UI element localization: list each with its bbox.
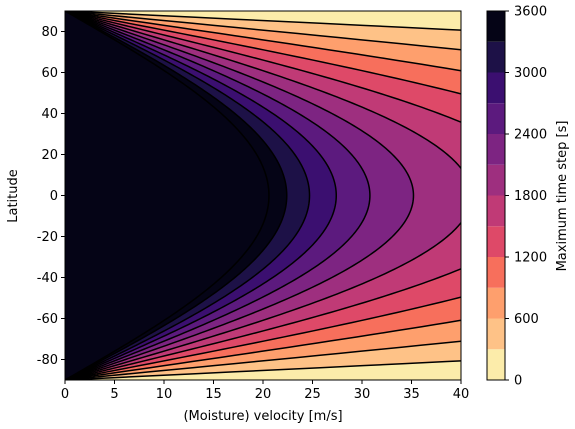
contour-line <box>65 11 371 380</box>
x-tick-label: 40 <box>453 387 470 402</box>
colorbar-band <box>487 134 505 165</box>
x-tick-label: 10 <box>156 387 173 402</box>
colorbar-band <box>487 72 505 104</box>
x-tick-label: 30 <box>354 387 371 402</box>
colorbar-tick-label: 1800 <box>514 189 547 204</box>
colorbar-band <box>487 195 505 227</box>
y-tick-label: 40 <box>41 107 58 122</box>
colorbar-tick-label: 600 <box>514 312 539 327</box>
x-tick-label: 5 <box>110 387 118 402</box>
contour-line <box>65 11 461 380</box>
colorbar-band <box>487 318 505 350</box>
y-axis: -80 -60 -40 -20 0 20 40 60 80 <box>37 25 65 368</box>
colorbar-tick-label: 2400 <box>514 128 547 143</box>
colorbar-tick-label: 0 <box>514 374 522 389</box>
colorbar-bands <box>487 11 505 380</box>
x-tick-label: 15 <box>205 387 222 402</box>
contour-line <box>65 11 415 380</box>
colorbar-label: Maximum time step [s] <box>555 121 570 272</box>
contour-line <box>65 11 461 380</box>
contour-line <box>65 11 311 380</box>
colorbar-tick-label: 1200 <box>514 251 547 266</box>
y-tick-label: 0 <box>50 189 58 204</box>
y-tick-label: 60 <box>41 66 58 81</box>
y-tick-label: -80 <box>37 353 58 368</box>
colorbar-ticks: 0 600 1200 1800 2400 3000 3600 <box>505 5 547 389</box>
y-axis-label: Latitude <box>6 169 21 223</box>
x-axis: 0 5 10 15 20 25 30 35 40 <box>61 380 469 402</box>
plot-area <box>64 10 462 381</box>
contour-line <box>65 11 288 380</box>
y-tick-label: 80 <box>41 25 58 40</box>
y-tick-label: 20 <box>41 148 58 163</box>
x-tick-label: 20 <box>255 387 272 402</box>
colorbar-band <box>487 41 505 73</box>
colorbar-band <box>487 349 505 380</box>
colorbar-band <box>487 164 505 196</box>
colorbar-band <box>487 287 505 319</box>
colorbar-tick-label: 3600 <box>514 5 547 20</box>
y-tick-label: -60 <box>37 312 58 327</box>
contour-line <box>65 11 270 380</box>
contour-band <box>65 11 269 380</box>
contour-lines <box>65 11 461 380</box>
x-axis-label: (Moisture) velocity [m/s] <box>183 409 342 424</box>
y-tick-label: -20 <box>37 230 58 245</box>
colorbar-band <box>487 257 505 288</box>
colorbar: 0 600 1200 1800 2400 3000 3600 Maximum time st… <box>486 5 570 389</box>
y-tick-label: -40 <box>37 271 58 286</box>
x-tick-label: 0 <box>61 387 69 402</box>
colorbar-band <box>487 11 505 42</box>
x-tick-label: 35 <box>403 387 420 402</box>
contour-line <box>65 11 338 380</box>
colorbar-band <box>487 226 505 257</box>
colorbar-band <box>487 103 505 134</box>
contour-bands <box>65 11 461 380</box>
contour-line <box>65 11 461 380</box>
x-tick-label: 25 <box>304 387 321 402</box>
colorbar-tick-label: 3000 <box>514 66 547 81</box>
